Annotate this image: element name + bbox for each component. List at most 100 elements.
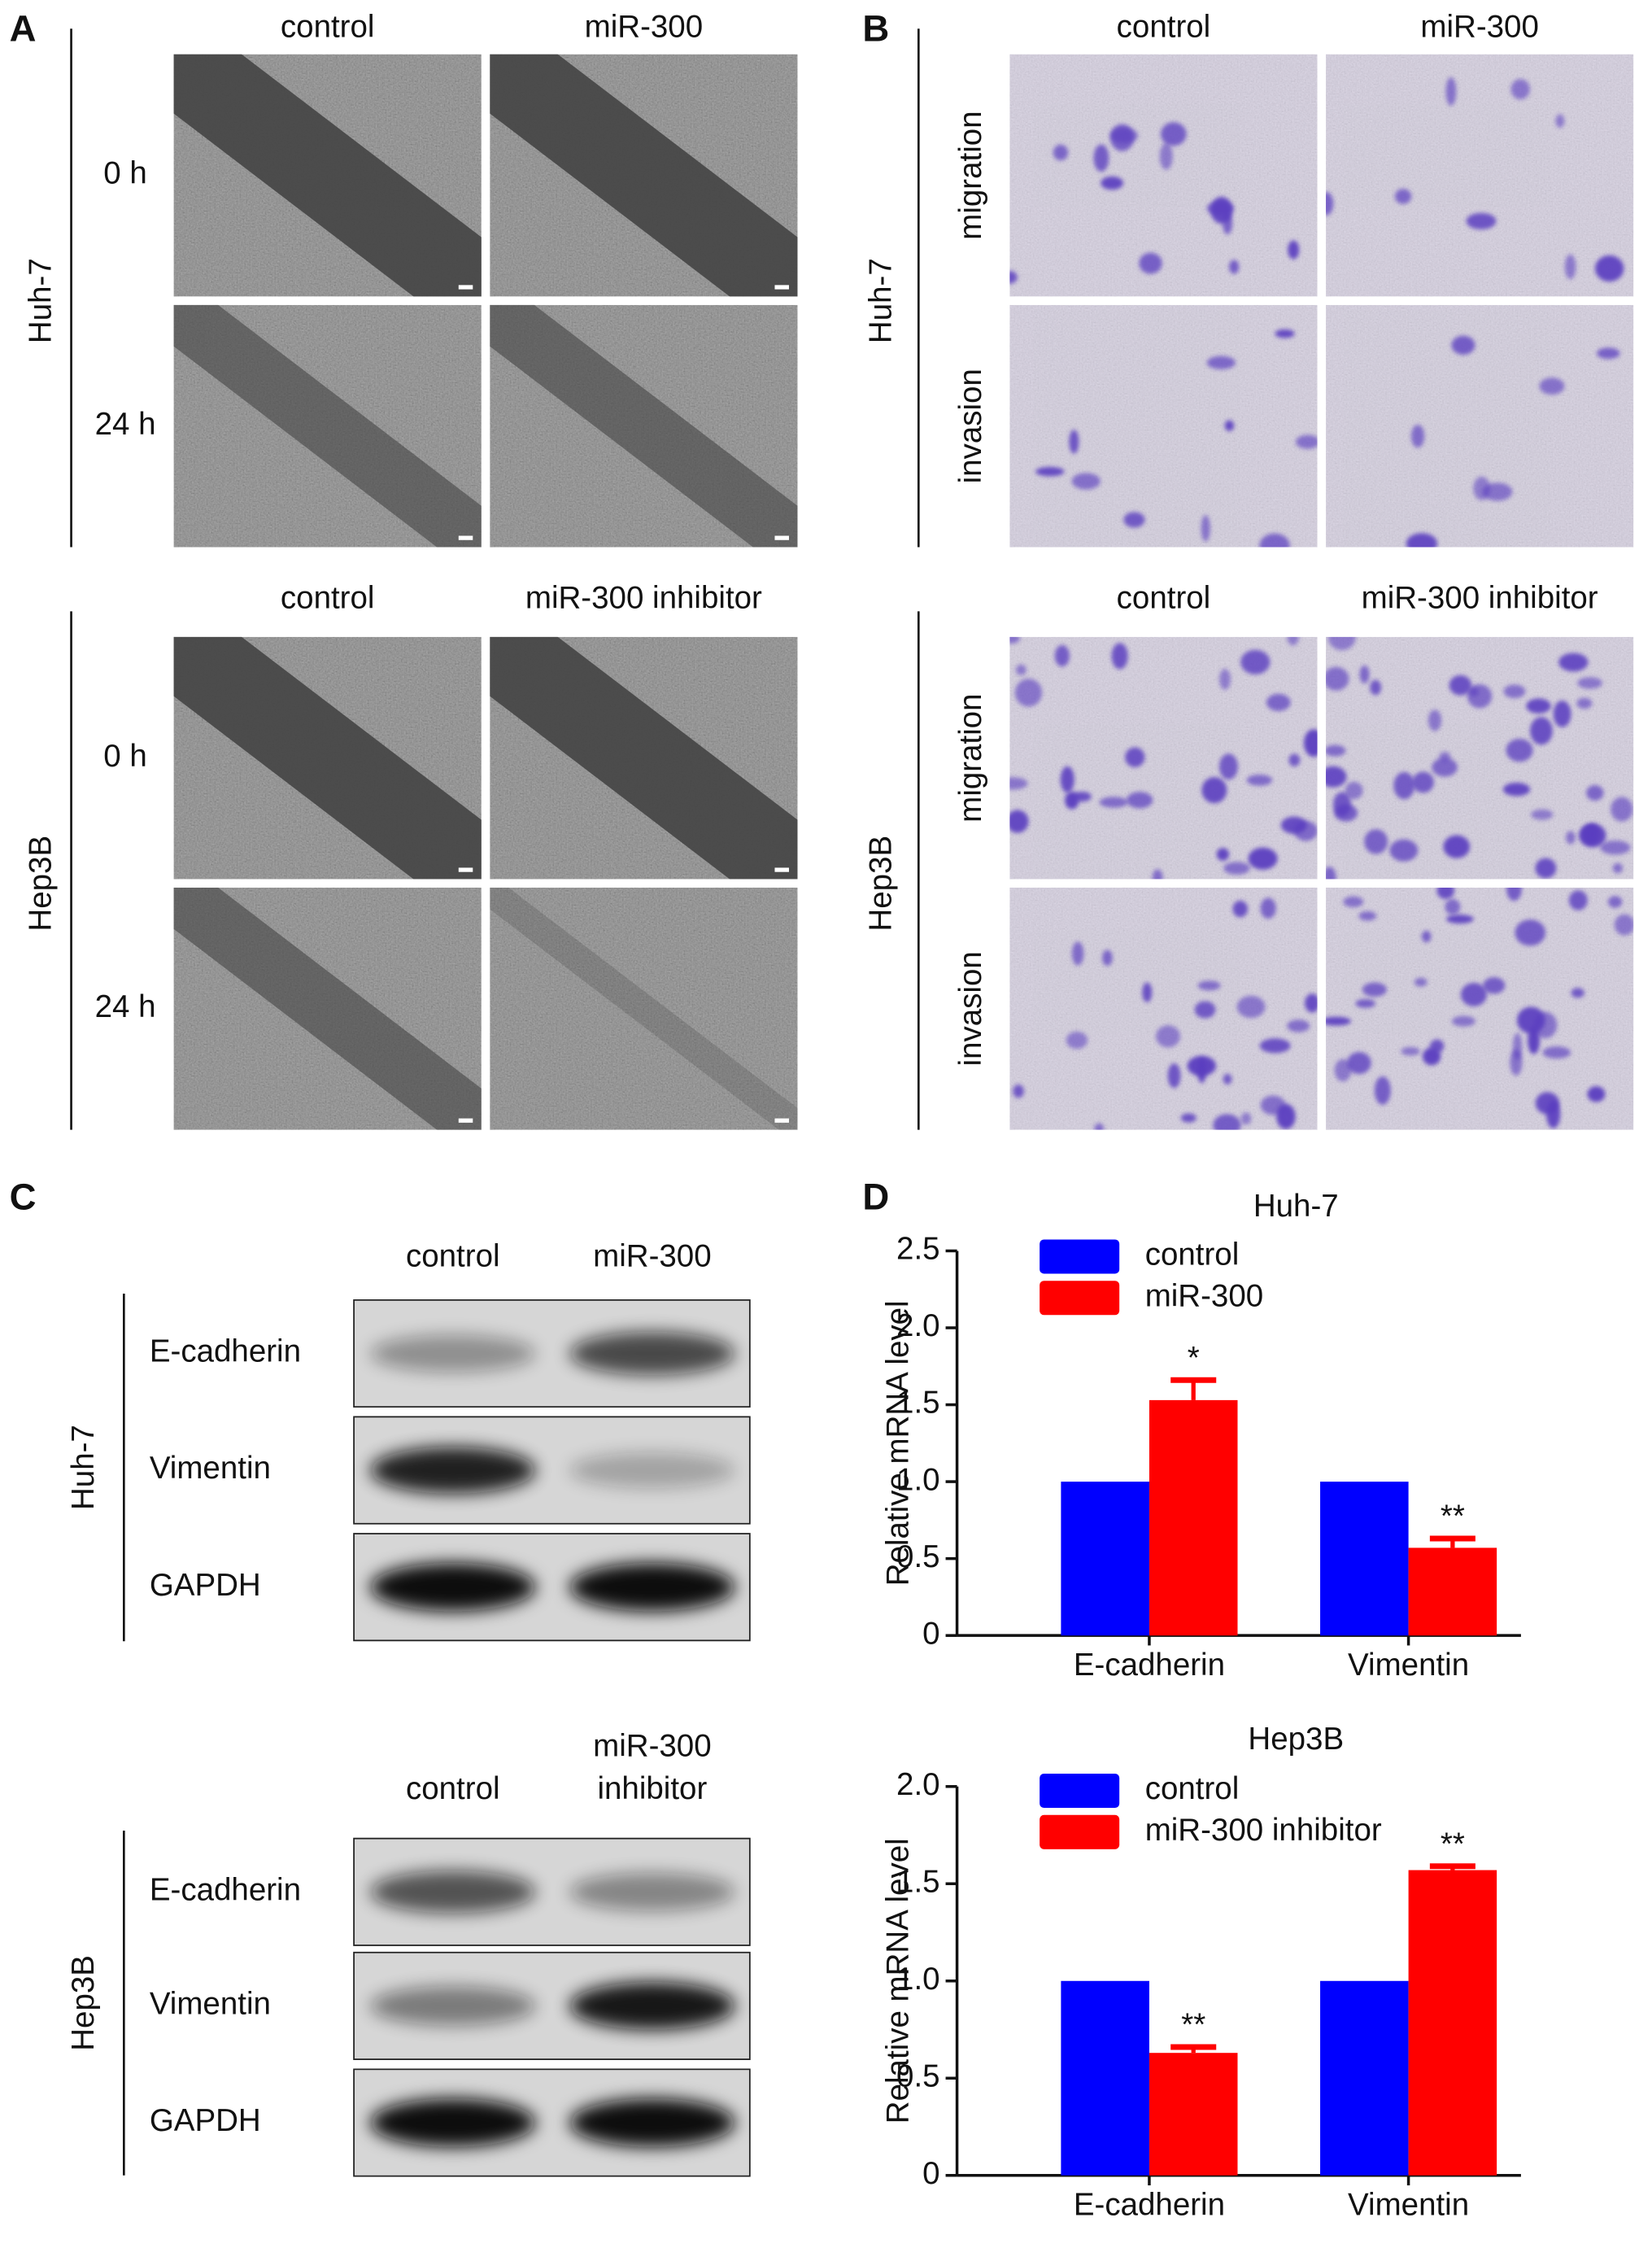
stained-cell (1009, 810, 1029, 833)
stained-cell (1287, 1019, 1310, 1032)
stained-cell (1216, 848, 1230, 861)
protein-label: E-cadherin (150, 1334, 301, 1369)
stained-cell (1326, 666, 1349, 691)
wound-gap (173, 636, 482, 880)
stained-cell (1260, 897, 1276, 919)
y-tick-label: 1.0 (896, 1962, 940, 1997)
stained-cell (1240, 649, 1271, 674)
scale-bar (458, 285, 473, 290)
stained-cell (1587, 1086, 1606, 1102)
chart-title: Hep3B (1248, 1722, 1344, 1757)
panel-letter: D (862, 1176, 889, 1217)
row-label: migration (953, 111, 988, 239)
stained-cell (1611, 797, 1633, 822)
stained-cell (1071, 941, 1084, 966)
legend-swatch (1040, 1814, 1120, 1849)
column-header: control (281, 580, 375, 615)
wound-gap (173, 887, 482, 1130)
stained-cell (1035, 466, 1065, 477)
stained-cell (1566, 831, 1576, 845)
legend-label: control (1145, 1771, 1240, 1806)
stained-cell (1451, 1015, 1475, 1027)
column-header: miR-300 inhibitor (1362, 580, 1598, 615)
stained-cell (1535, 858, 1557, 879)
stained-cell (1389, 839, 1419, 862)
wound-gap (173, 304, 482, 548)
blot-strip (353, 1837, 751, 1946)
row-label: 24 h (95, 989, 156, 1024)
stained-cell (1194, 1001, 1216, 1019)
stained-cell (1406, 533, 1438, 548)
scale-bar (458, 1118, 473, 1123)
stained-cell (1275, 329, 1295, 338)
stained-cell (1530, 717, 1553, 745)
y-axis-title: Relative mRNA level (881, 1300, 916, 1586)
panel-letter: C (10, 1176, 37, 1217)
transwell-image (1326, 636, 1634, 880)
stained-cell (1421, 930, 1432, 943)
blot-band (370, 2098, 536, 2147)
blot-strip (353, 1951, 751, 2060)
stained-cell (1065, 791, 1079, 810)
y-tick-label: 1.5 (896, 1386, 940, 1421)
stained-cell (1159, 142, 1173, 170)
stained-cell (1412, 771, 1434, 793)
bar (1149, 1399, 1238, 1636)
micrograph (173, 304, 482, 548)
stained-cell (1110, 124, 1135, 151)
blot-band (569, 1562, 735, 1612)
stained-cell (1139, 252, 1162, 274)
stained-cell (1586, 785, 1604, 801)
stained-cell (1232, 900, 1249, 918)
cell-line-label: Huh-7 (66, 1425, 101, 1510)
stained-cell (1414, 977, 1428, 987)
stained-cell (1326, 744, 1346, 757)
stained-cell (1432, 757, 1458, 777)
stained-cell (1127, 792, 1153, 809)
stained-cell (1355, 999, 1376, 1008)
stained-cell (1326, 1016, 1352, 1026)
stained-cell (1223, 1073, 1232, 1085)
stained-cell (1236, 995, 1266, 1019)
legend-swatch (1040, 1281, 1120, 1316)
stained-cell (1013, 1085, 1024, 1098)
stained-cell (1451, 335, 1475, 355)
significance: ** (1181, 2008, 1205, 2043)
stained-cell (1430, 1039, 1445, 1054)
transwell-grain (1009, 636, 1318, 880)
bar (1061, 1980, 1149, 2176)
micrograph (490, 54, 798, 297)
y-tick-label: 1.0 (896, 1462, 940, 1497)
stained-cell (1326, 191, 1334, 216)
stained-cell (1014, 679, 1043, 707)
stained-cell (1201, 515, 1210, 542)
stained-cell (1305, 993, 1318, 1013)
wound-gap (490, 304, 798, 548)
column-header: control (281, 9, 375, 44)
y-tick-label: 2.0 (896, 1308, 940, 1343)
wound-gap (490, 54, 798, 297)
bar (1408, 1547, 1497, 1636)
stained-cell (1015, 664, 1027, 675)
stained-cell (1502, 783, 1531, 797)
stained-cell (1445, 898, 1461, 915)
transwell-grain (1326, 54, 1634, 297)
stained-cell (1436, 887, 1455, 900)
column-header: miR-300 (585, 9, 703, 44)
stained-cell (1053, 144, 1069, 161)
stained-cell (1101, 176, 1123, 190)
stained-cell (1071, 473, 1101, 490)
stained-cell (1449, 674, 1472, 696)
stained-cell (1607, 896, 1623, 908)
stained-cell (1224, 420, 1235, 431)
stained-cell (1180, 1113, 1197, 1123)
row-label: 0 h (103, 739, 147, 774)
stained-cell (1531, 809, 1554, 820)
blot-band (370, 1562, 536, 1612)
wound-gap (490, 636, 798, 880)
stained-cell (1473, 476, 1491, 500)
blot-band (370, 1334, 536, 1373)
micrograph (173, 54, 482, 297)
column-header: inhibitor (597, 1771, 707, 1806)
